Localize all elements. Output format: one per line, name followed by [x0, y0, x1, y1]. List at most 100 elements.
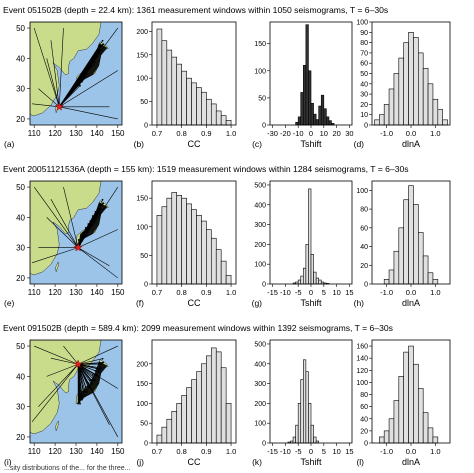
histogram-bar	[161, 206, 168, 285]
x-tick-label: 0.7	[152, 129, 162, 138]
station-marker	[79, 237, 82, 240]
station-marker	[98, 209, 101, 212]
map-japan-raypaths-icon: 110 120 130 140 150 20 30 40 50	[16, 339, 125, 456]
station-marker	[98, 50, 101, 53]
histogram-bar	[201, 91, 207, 126]
station-marker	[80, 76, 83, 79]
station-marker	[99, 44, 101, 47]
panel-label: (j)	[136, 457, 144, 467]
y-tick-label: 100	[254, 262, 266, 269]
x-tick-label: -10	[293, 129, 304, 138]
panel-label: (e)	[4, 298, 15, 308]
x-tick-label: 1.0	[430, 447, 440, 456]
station-marker	[86, 67, 89, 69]
histogram-bar	[422, 412, 429, 444]
x-tick-label: 1.0	[430, 129, 440, 138]
epicenter-star-icon	[73, 359, 83, 369]
station-marker	[99, 363, 102, 366]
x-tick-label: 10	[332, 447, 340, 456]
panel-label: (b)	[134, 139, 145, 149]
station-marker	[79, 78, 82, 81]
histogram-bar	[225, 275, 232, 285]
station-marker	[79, 84, 81, 87]
station-marker	[81, 398, 83, 401]
y-tick-label: 80	[360, 392, 368, 399]
histogram-bar	[201, 220, 207, 285]
x-tick-label: 15	[345, 447, 353, 456]
x-tick-label: 5	[322, 288, 326, 297]
y-tick-label: 150	[136, 196, 148, 203]
panel-label: (k)	[252, 457, 262, 467]
histogram-bar	[206, 355, 212, 444]
station-marker	[91, 379, 94, 382]
station-marker	[81, 238, 84, 241]
map-y-tick-label: 40	[16, 213, 25, 222]
y-tick-label: 0	[262, 282, 266, 289]
y-tick-label: 100	[356, 20, 368, 27]
histogram-bar	[161, 426, 168, 444]
histogram-dlna: -1.0 0.0 1.0 0 20 40 60 80 100 dlnA (h)	[354, 180, 451, 308]
histogram-bar	[388, 269, 395, 285]
x-axis-label: CC	[188, 457, 201, 467]
map-x-tick-label: 120	[48, 447, 62, 456]
histogram-bar	[210, 347, 217, 444]
station-marker	[90, 61, 92, 63]
x-axis-label: dlnA	[402, 457, 420, 467]
histogram-bar	[308, 188, 312, 285]
station-marker	[87, 382, 90, 384]
panel-label: (g)	[252, 298, 263, 308]
map-y-tick-label: 50	[16, 183, 25, 192]
map-japan-raypaths-icon: 110 120 130 140 150 20 30 40 50	[16, 21, 125, 138]
histogram-bar	[393, 400, 400, 444]
histogram-bar	[210, 103, 217, 126]
x-tick-label: 1.0	[226, 447, 236, 456]
histogram-bar	[393, 250, 400, 285]
station-marker	[99, 45, 102, 48]
histogram-bar	[156, 215, 163, 285]
station-marker	[91, 215, 94, 217]
map-x-tick-label: 130	[69, 447, 83, 456]
histogram-bar	[310, 103, 314, 126]
map-y-tick-label: 30	[16, 403, 25, 412]
histogram-bar	[156, 28, 163, 126]
station-marker	[99, 203, 101, 206]
y-tick-label: 0	[364, 123, 368, 130]
map-x-tick-label: 150	[111, 288, 125, 297]
histogram-bar	[191, 82, 197, 126]
y-tick-label: 200	[136, 29, 148, 36]
histogram-bar	[215, 351, 222, 444]
map-x-tick-label: 150	[111, 447, 125, 456]
histogram-bar	[305, 24, 309, 126]
y-tick-label: 100	[356, 188, 368, 195]
histogram-bar	[292, 436, 296, 444]
station-marker	[102, 43, 105, 46]
station-marker	[90, 220, 92, 222]
histogram-bar	[408, 345, 414, 444]
histogram-bar	[176, 403, 182, 444]
histogram-bar	[308, 403, 312, 444]
map-x-tick-label: 110	[28, 129, 41, 138]
station-marker	[81, 397, 84, 400]
y-tick-label: 500	[254, 341, 266, 348]
histogram-bar	[220, 367, 227, 444]
station-marker	[91, 374, 94, 376]
y-tick-label: 60	[360, 61, 368, 68]
histogram-bar	[398, 227, 404, 285]
x-tick-label: 0.7	[152, 447, 162, 456]
land-taiwan	[55, 420, 60, 431]
histogram-bar	[320, 94, 325, 126]
station-marker	[91, 220, 94, 223]
station-marker	[92, 217, 95, 220]
station-marker	[79, 396, 82, 399]
y-tick-label: 0	[144, 123, 148, 130]
station-marker	[81, 239, 83, 242]
x-tick-label: -5	[295, 447, 302, 456]
station-marker	[81, 79, 84, 82]
plot-frame	[151, 21, 237, 126]
x-tick-label: 0.9	[201, 447, 211, 456]
x-tick-label: 1.0	[226, 129, 236, 138]
histogram-bar	[418, 52, 424, 126]
histogram-bar	[379, 114, 385, 126]
histogram-bar	[403, 42, 409, 126]
